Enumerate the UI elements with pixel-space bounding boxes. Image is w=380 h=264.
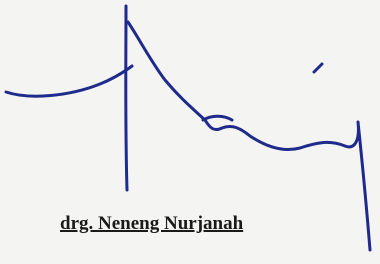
signature-name: drg. Neneng Nurjanah bbox=[60, 213, 243, 235]
signature-stroke bbox=[6, 66, 132, 96]
signature-stroke bbox=[126, 6, 127, 190]
signature-stroke bbox=[203, 116, 232, 120]
signature-stroke bbox=[314, 64, 322, 72]
signature-block: drg. Neneng Nurjanah bbox=[0, 0, 380, 264]
